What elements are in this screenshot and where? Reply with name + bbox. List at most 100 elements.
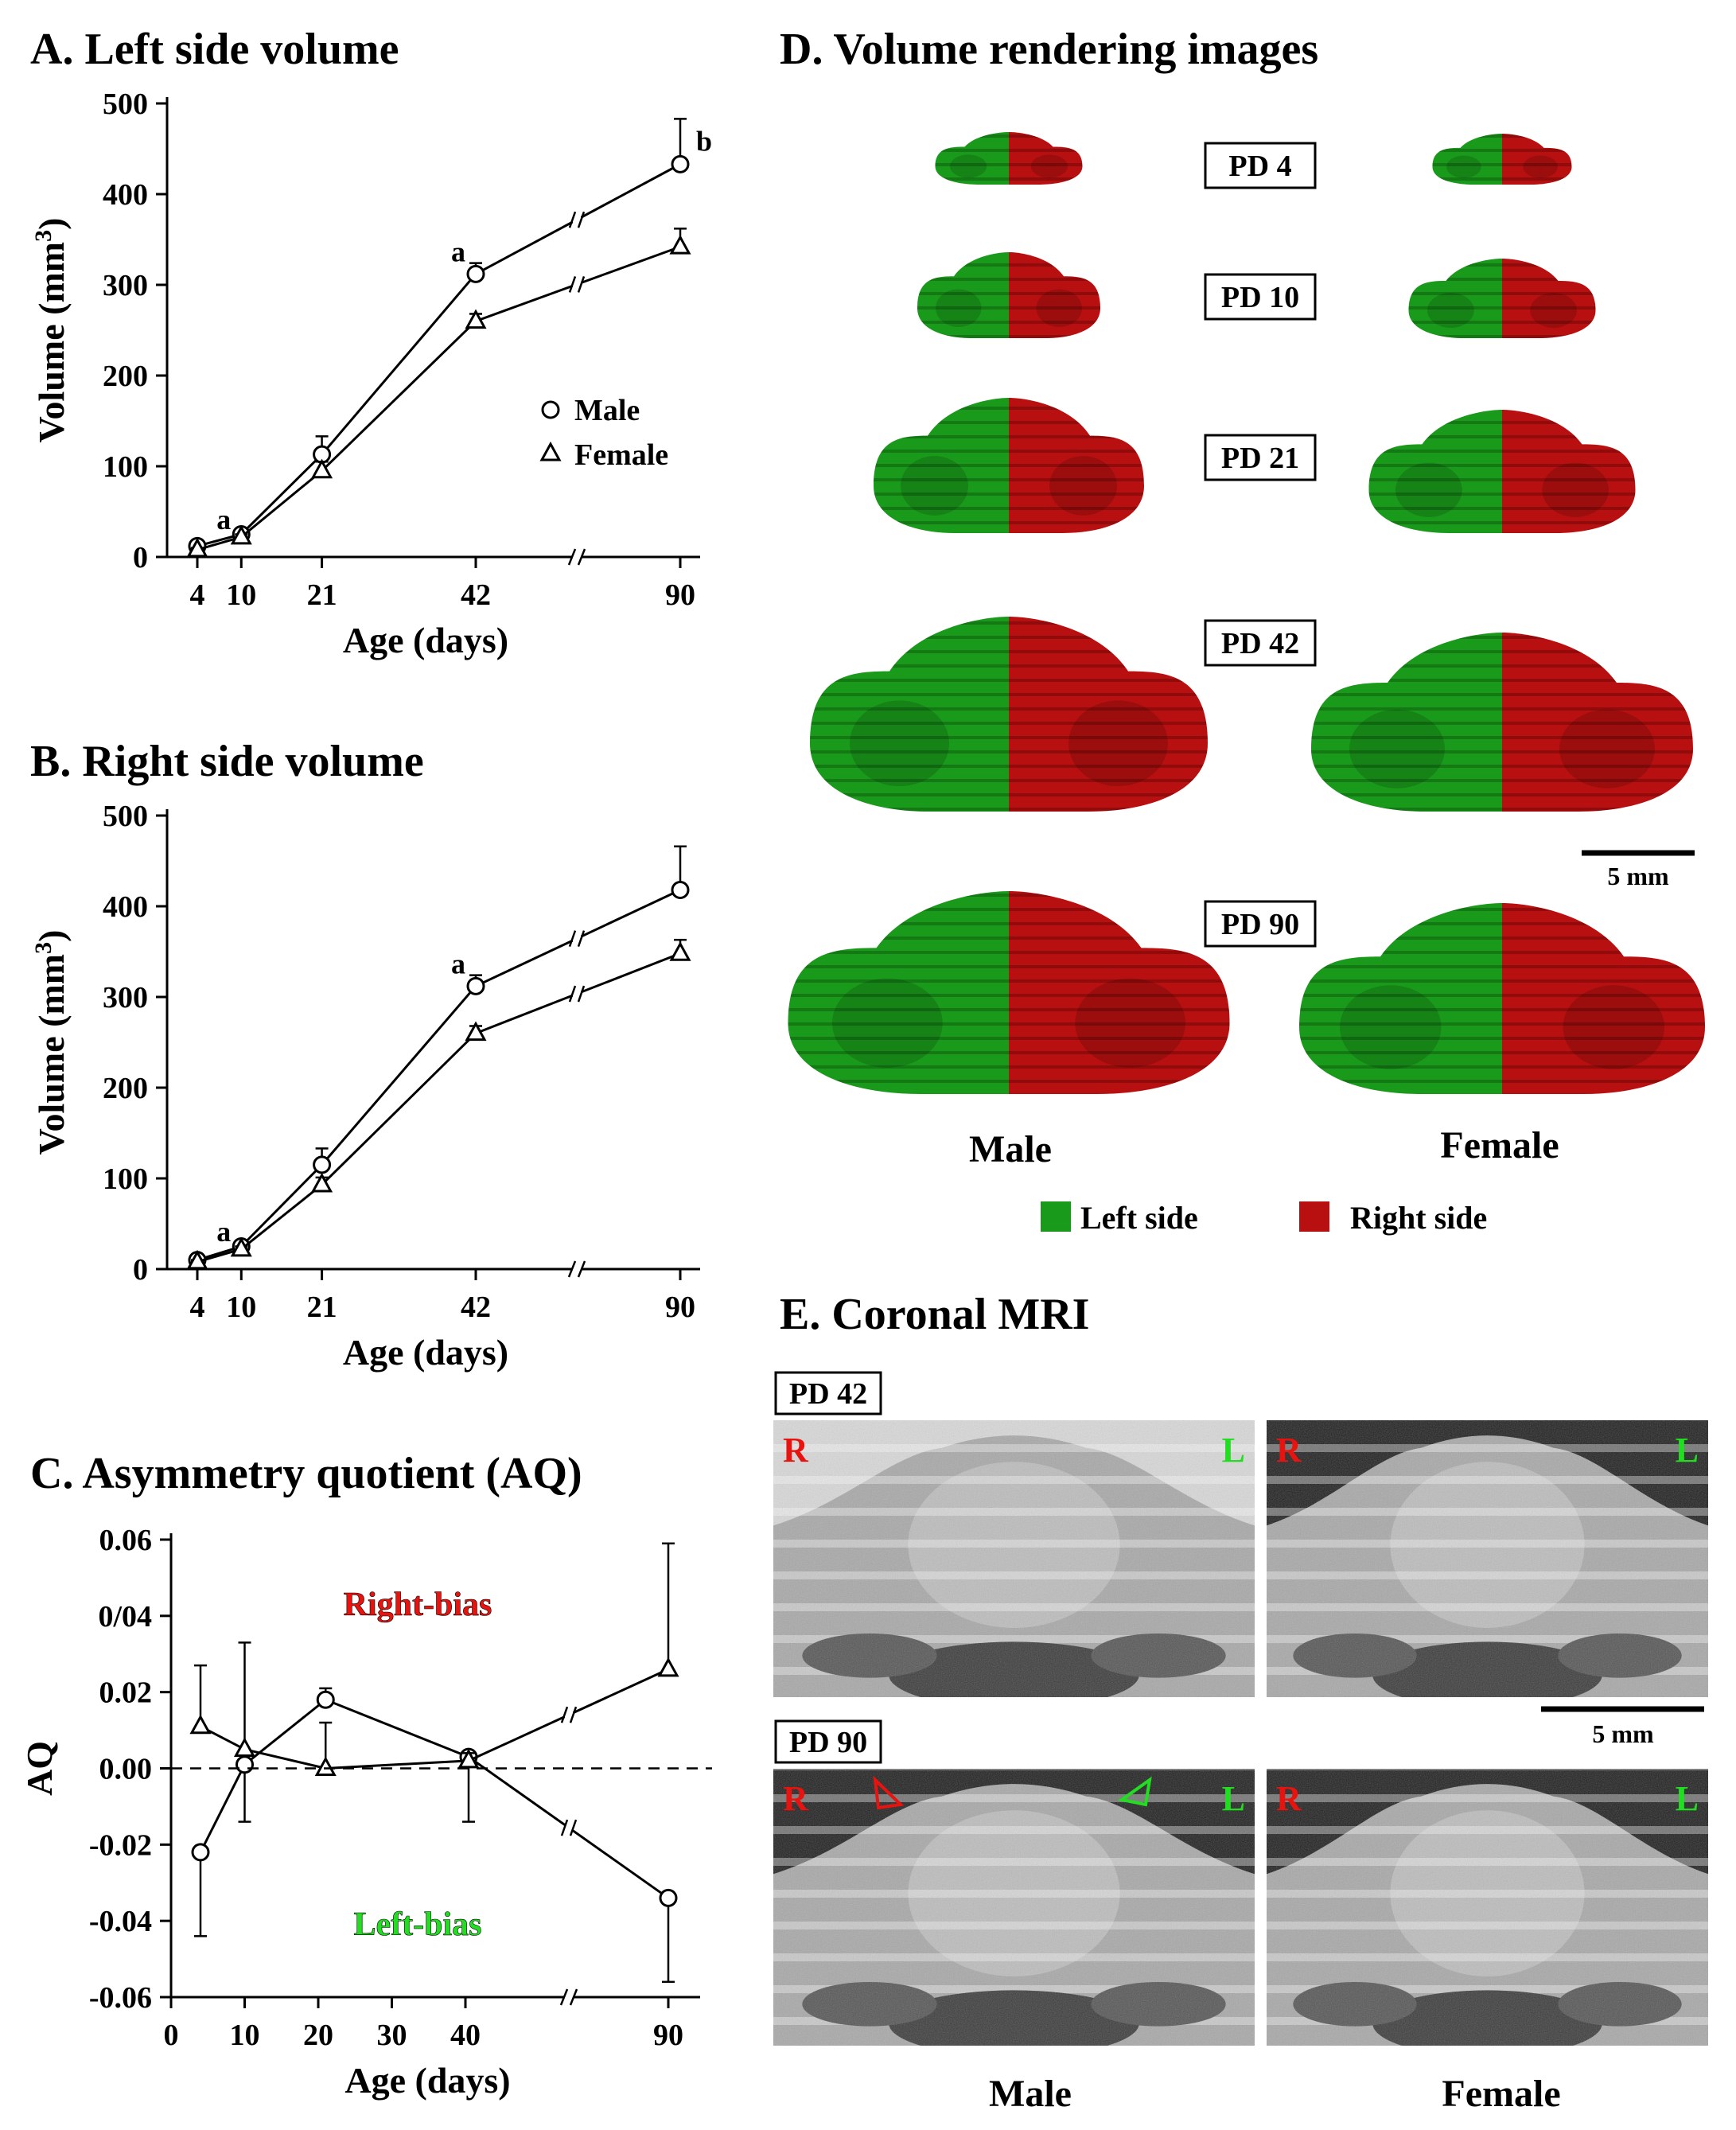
marker-female-point [465,1021,487,1042]
lobule-shadow [1395,462,1462,517]
lobule-shadow [1349,709,1445,789]
male-rendering-5 [788,891,1230,1094]
x-tick-label: 4 [190,1291,205,1324]
y-tick-label: 500 [103,800,148,833]
significance-label: a [216,504,231,535]
stage-label-box [1204,434,1317,481]
series-line-male [243,1699,327,1766]
significance-label: a [451,948,465,980]
mri-noise [1267,1420,1708,1697]
x-tick-label: 42 [461,578,491,612]
series-line-female [240,1183,323,1251]
x-tick-label: 90 [665,1291,695,1324]
y-tick-label: 200 [103,360,148,393]
y-tick-label: -0.06 [89,1981,152,2015]
marker-male-point [659,1888,678,1907]
x-tick-label: 0 [164,2019,179,2052]
rendering-female-label: Female [1440,1124,1559,1166]
y-axis-label-superscript: 3 [30,942,56,954]
marker-male-point [466,264,485,283]
series-line-male [240,1163,323,1248]
mri-noise [1267,1769,1708,2046]
series-break-mark [560,1706,578,1723]
male-rendering-4 [810,617,1208,812]
series-line-female [244,1748,326,1770]
x-tick-label: 10 [226,1291,256,1324]
stage-label: PD 90 [1221,908,1299,941]
x-tick-label: 4 [190,578,205,612]
y-tick-label: 400 [103,178,148,212]
legend-right-label: Right side [1350,1200,1487,1236]
lobule-shadow [1427,293,1474,328]
lobule-shadow [936,289,982,327]
lobule-shadow [850,700,949,787]
x-axis-break-mark [567,1260,586,1278]
marker-male-point [671,880,690,899]
y-tick-label: -0.04 [89,1905,152,1938]
x-tick-label: 21 [307,1291,337,1324]
stage-label: PD 21 [1221,442,1299,475]
marker-male-point [313,1155,332,1174]
chart-left-volume: 0 100 200 300 400 500 4 10 21 42 90 Age (days) Volum… [30,88,712,660]
lobule-shadow [1036,289,1082,327]
series-break-gap [573,927,581,950]
y-tick-label: 500 [103,88,148,121]
marker-female-point [233,1737,256,1758]
marker-female-point [657,1657,679,1677]
y-axis-label: Volume (mm3) [30,218,72,443]
stage-label-box [1204,900,1317,948]
mri-content [1267,1420,1708,1697]
panel-b-title: B. Right side volume [30,737,424,786]
mri-pd90-label: PD 90 [789,1726,867,1759]
marker-male-point [191,1843,210,1862]
mri-r-label: R [783,1431,809,1470]
chart-right-volume: 0 100 200 300 400 500 4 10 21 42 90 Age (days) Volum… [30,800,700,1373]
male-rendering-3 [874,398,1144,533]
marker-female-point [186,537,208,558]
lobule-shadow [832,978,943,1068]
series-line-female [321,320,477,472]
x-axis-break-mark [559,1988,578,2006]
chart-asymmetry-quotient: 0.06 0/04 0.02 0.00 -0.02 -0.04 -0.06 0 10 20 30 40… [19,1524,712,2101]
stage-label: PD 10 [1221,281,1299,314]
lobule-shadow [1563,985,1664,1069]
x-tick-label: 10 [226,578,256,612]
stage-label: PD 42 [1221,627,1299,660]
mri-pd42-label-box [774,1371,882,1415]
female-rendering-3 [1368,410,1636,533]
y-tick-label: 0 [133,1253,148,1287]
series-line-male [199,1764,246,1853]
female-rendering-4 [1311,633,1693,812]
marker-female-point [311,458,333,479]
mri-l-label: L [1676,1779,1699,1818]
lobule-shadow [1559,709,1655,789]
y-tick-label: 100 [103,1162,148,1196]
series-break-gap [565,1704,573,1727]
female-rendering-1 [1432,134,1572,185]
legend-right-swatch [1299,1201,1329,1232]
lobule-shadow [1030,154,1068,178]
mri-pd42-label: PD 42 [789,1377,867,1411]
series-break-mark [568,985,586,1003]
x-tick-label: 40 [450,2019,481,2052]
x-axis-label: Age (days) [343,620,508,660]
series-line-female [240,469,323,539]
mri-l-label: L [1676,1431,1699,1470]
x-tick-label: 42 [461,1291,491,1324]
panel-a-title: A. Left side volume [30,25,399,74]
lobule-shadow [1049,456,1117,516]
marker-female-point [314,1756,337,1776]
x-axis-label: Age (days) [344,2060,510,2101]
volume-rendering-panel: PD 4 PD 10 PD 21 PD 42 PD 90 5 mm Male Female Le… [788,132,1705,1236]
series-break-gap [565,1817,573,1840]
mri-noise [773,1769,1255,2046]
series-line-female [321,1032,477,1186]
marker-male-point [316,1690,335,1709]
rendering-male-label: Male [969,1128,1052,1170]
mri-noise [773,1420,1255,1697]
mri-r-label: R [1276,1779,1302,1818]
y-tick-label: 200 [103,1072,148,1105]
